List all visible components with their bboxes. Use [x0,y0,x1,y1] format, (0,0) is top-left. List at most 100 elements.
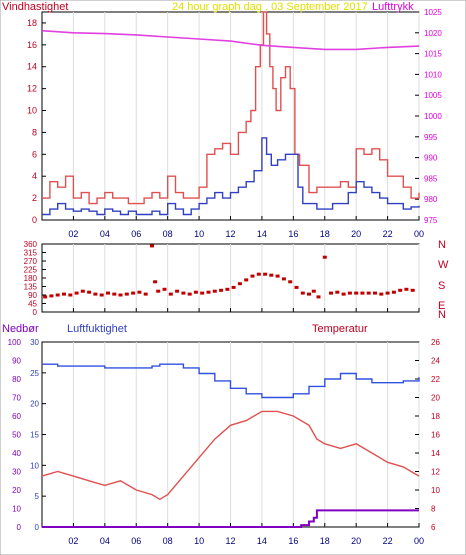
direction-point [398,288,403,292]
y2-tick-label: 985 [424,174,438,183]
x-tick-label: 22 [383,536,393,546]
temp-tick-label: 14 [431,449,440,458]
x-tick-label: 12 [225,536,235,546]
direction-point [181,291,186,295]
x-tick-label: 08 [163,229,173,239]
hum-tick-label: 20 [30,400,39,409]
rain-tick-label: 10 [12,505,21,514]
direction-point [80,289,85,293]
rain-tick-label: 40 [12,449,21,458]
y-tick-label: 4 [32,171,37,181]
wind-title: Vindhastighet [2,1,68,13]
humidity-title: Luftfuktighet [67,323,127,335]
direction-point [187,292,192,296]
x-tick-label: 00 [414,536,424,546]
y2-tick-label: 995 [424,133,438,142]
direction-point [244,278,249,282]
rain-tick-label: 30 [12,468,21,477]
direction-point [347,291,352,295]
y-tick-label: 16 [27,40,37,50]
y-tick-label: 14 [27,62,37,72]
direction-point [225,287,230,291]
direction-point [294,285,299,289]
direction-point [168,292,173,296]
hum-tick-label: 10 [30,461,39,470]
direction-point [49,294,54,298]
direction-point [43,295,48,299]
x-tick-label: 20 [351,229,361,239]
temperature-title: Temperatur [312,323,368,335]
x-tick-label: 06 [131,229,141,239]
x-tick-label: 10 [194,229,204,239]
rain-title: Nedbør [2,323,39,335]
rain-series-line [42,509,419,528]
rain-tick-label: 60 [12,412,21,421]
temp-tick-label: 26 [431,338,440,347]
y2-tick-label: 1015 [424,50,442,59]
y-tick-label: 45 [28,300,37,309]
y-tick-label: 8 [32,127,37,137]
temp-tick-label: 10 [431,486,440,495]
y-tick-label: 18 [27,18,37,28]
wind-series-line [42,137,420,216]
direction-point [410,288,415,292]
direction-point [193,290,198,294]
gust-series-line [42,11,420,205]
x-tick-label: 08 [163,536,173,546]
y-tick-label: 90 [28,291,37,300]
direction-point [269,273,274,277]
direction-point [137,290,142,294]
chart-title: 24 hour graph dag . 03 September 2017 [172,1,368,13]
direction-point [62,292,66,296]
direction-point [300,291,305,295]
x-tick-label: 16 [288,536,298,546]
direction-point [329,291,333,295]
direction-point [150,244,154,248]
direction-point [212,289,217,293]
direction-point [106,291,110,295]
x-tick-label: 14 [257,536,267,546]
direction-point [55,293,60,297]
x-tick-label: 20 [351,536,361,546]
direction-point [74,291,79,295]
direction-point [385,291,390,295]
direction-point [200,291,205,295]
y2-tick-label: 1000 [424,112,442,121]
direction-point [118,293,123,297]
y-tick-label: 10 [27,106,37,116]
direction-point [206,290,211,294]
x-tick-label: 06 [131,536,141,546]
direction-point [153,280,158,284]
y-tick-label: 0 [32,215,37,225]
direction-point [341,292,346,296]
x-tick-label: 10 [194,536,204,546]
direction-point [112,292,117,296]
direction-point [288,280,293,284]
temp-tick-label: 18 [431,412,440,421]
direction-point [335,290,340,294]
x-tick-label: 00 [414,229,424,239]
x-tick-label: 04 [100,229,110,239]
x-tick-label: 12 [225,229,235,239]
temp-tick-label: 24 [431,357,440,366]
direction-point [263,272,268,276]
y-tick-label: 6 [32,149,37,159]
rain-tick-label: 50 [12,431,21,440]
hum-tick-label: 30 [30,338,39,347]
direction-point [404,287,409,291]
compass-label-s: S [438,280,445,292]
compass-label-e: E [438,300,445,312]
direction-point [307,292,311,296]
hum-tick-label: 25 [30,369,39,378]
direction-point [175,289,180,293]
direction-point [99,293,104,297]
compass-label-n: N [438,239,446,251]
direction-point [219,288,224,292]
direction-point [366,291,371,295]
x-tick-label: 04 [100,536,110,546]
direction-point [162,287,167,291]
temp-tick-label: 6 [431,523,436,532]
